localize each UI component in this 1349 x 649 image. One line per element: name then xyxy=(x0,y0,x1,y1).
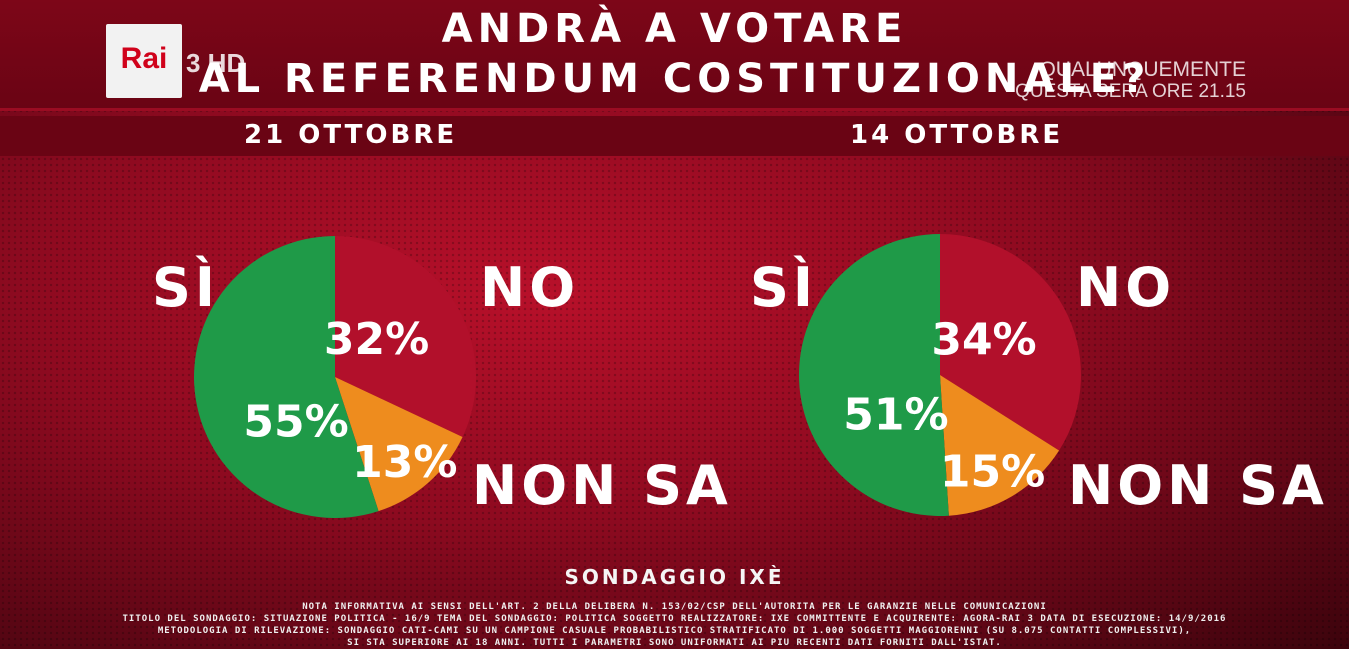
chart-title-line-1: ANDRÀ A VOTARE xyxy=(441,6,908,52)
pie-value-label-dont-know: 13% xyxy=(352,437,457,488)
pie-value-label-no: 34% xyxy=(931,315,1036,366)
promo-show-name: QUALUNQUEMENTE xyxy=(1039,58,1246,81)
pie-slice-no xyxy=(335,236,476,438)
chart-title-line-2: AL REFERENDUM COSTITUZIONALE? xyxy=(198,56,1151,102)
pie-2-date: 14 OTTOBRE xyxy=(850,120,1064,150)
pie-chart-14-ottobre: 34% 15% 51% xyxy=(798,234,1081,516)
pie-slice-yes xyxy=(798,234,949,516)
pie-value-label-yes: 55% xyxy=(243,397,348,448)
pie-slice-dont-know xyxy=(335,377,463,512)
pie-2-yes-label: SÌ xyxy=(750,256,817,319)
pie-chart-21-ottobre: 32% 13%55% xyxy=(194,236,476,518)
pie-1-dont-know-label: NON SA xyxy=(472,454,732,517)
pie-slice-dont-know xyxy=(940,375,1060,516)
pie-2-no-label: NO xyxy=(1076,256,1176,319)
pie-1-date: 21 OTTOBRE xyxy=(244,120,458,150)
pie-value-label-dont-know: 15% xyxy=(940,447,1045,498)
legal-note-3: METODOLOGIA DI RILEVAZIONE: SONDAGGIO CA… xyxy=(157,626,1192,636)
legal-note-1: NOTA INFORMATIVA AI SENSI DELL'ART. 2 DE… xyxy=(302,602,1047,612)
channel-label: 3 HD xyxy=(186,48,246,78)
pie-1-no-label: NO xyxy=(480,256,580,319)
legal-note-4: SI STÀ SUPERIORE AI 18 ANNI. TUTTI I PAR… xyxy=(347,638,1002,648)
pie-1-yes-label: SÌ xyxy=(152,256,219,319)
pie-2-dont-know-label: NON SA xyxy=(1068,454,1328,517)
poll-source: SONDAGGIO IXÈ xyxy=(564,565,785,589)
legal-note-2: TITOLO DEL SONDAGGIO: SITUAZIONE POLITIC… xyxy=(122,614,1227,624)
promo-show-time: QUESTA SERA ORE 21.15 xyxy=(1015,81,1246,102)
rai-logo: Rai xyxy=(106,24,182,98)
date-band xyxy=(0,116,1349,156)
title-band xyxy=(0,0,1349,111)
pie-slice-no xyxy=(940,234,1081,451)
pie-slice-yes xyxy=(194,236,379,518)
pie-value-label-yes: 51% xyxy=(843,390,948,441)
rai-logo-text: Rai xyxy=(120,42,168,75)
pie-value-label-no: 32% xyxy=(324,314,429,365)
